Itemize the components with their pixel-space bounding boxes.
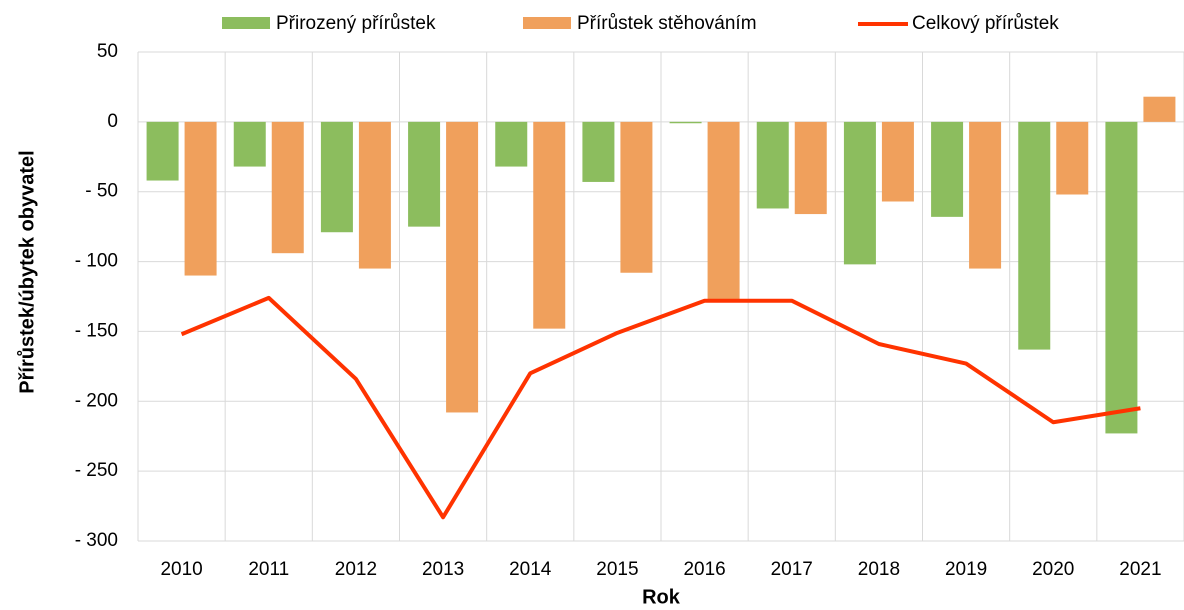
x-tick-label: 2015 [596,559,638,580]
bar [533,121,566,329]
legend-label: Celkový přírůstek [912,13,1059,34]
bar [620,121,653,273]
bar [843,121,876,265]
bar [320,121,353,233]
y-tick-label: - 200 [75,390,118,411]
legend-label: Přírůstek stěhováním [577,13,757,34]
x-axis-title: Rok [642,586,681,608]
bar [408,121,441,227]
bar [669,121,702,124]
y-tick-label: - 300 [75,530,118,551]
bar [495,121,528,167]
x-tick-label: 2019 [945,559,987,580]
bar [931,121,964,217]
bar [1105,121,1138,434]
bar [184,121,217,276]
bar [233,121,266,167]
x-tick-label: 2010 [160,559,202,580]
bar [1143,96,1176,122]
x-tick-label: 2021 [1119,559,1161,580]
legend-label: Přirozený přírůstek [276,13,436,34]
x-tick-label: 2018 [858,559,900,580]
y-tick-label: - 50 [85,181,118,202]
x-tick-label: 2012 [335,559,377,580]
bar [881,121,914,202]
bar [146,121,179,181]
y-tick-label: - 250 [75,460,118,481]
line [180,295,1141,520]
y-tick-label: - 100 [75,251,118,272]
x-tick-label: 2014 [509,559,552,580]
x-tick-label: 2016 [683,559,725,580]
bar [582,121,615,182]
bar [358,121,391,269]
y-tick-label: 50 [97,41,118,62]
legend-swatch [523,17,571,29]
bar [794,121,827,215]
legend-swatch [222,17,270,29]
y-axis-title: Přírůstek/úbytek obyvatel [16,150,38,393]
bar [969,121,1002,269]
bar [271,121,304,254]
y-tick-label: 0 [107,111,118,132]
x-tick-label: 2011 [248,559,289,580]
bar [1056,121,1089,195]
bar [707,121,740,300]
bar [756,121,789,209]
bar [446,121,479,413]
bar [1018,121,1051,350]
x-tick-label: 2013 [422,559,464,580]
x-tick-label: 2020 [1032,559,1074,580]
y-tick-label: - 150 [75,320,118,341]
x-tick-label: 2017 [771,559,813,580]
